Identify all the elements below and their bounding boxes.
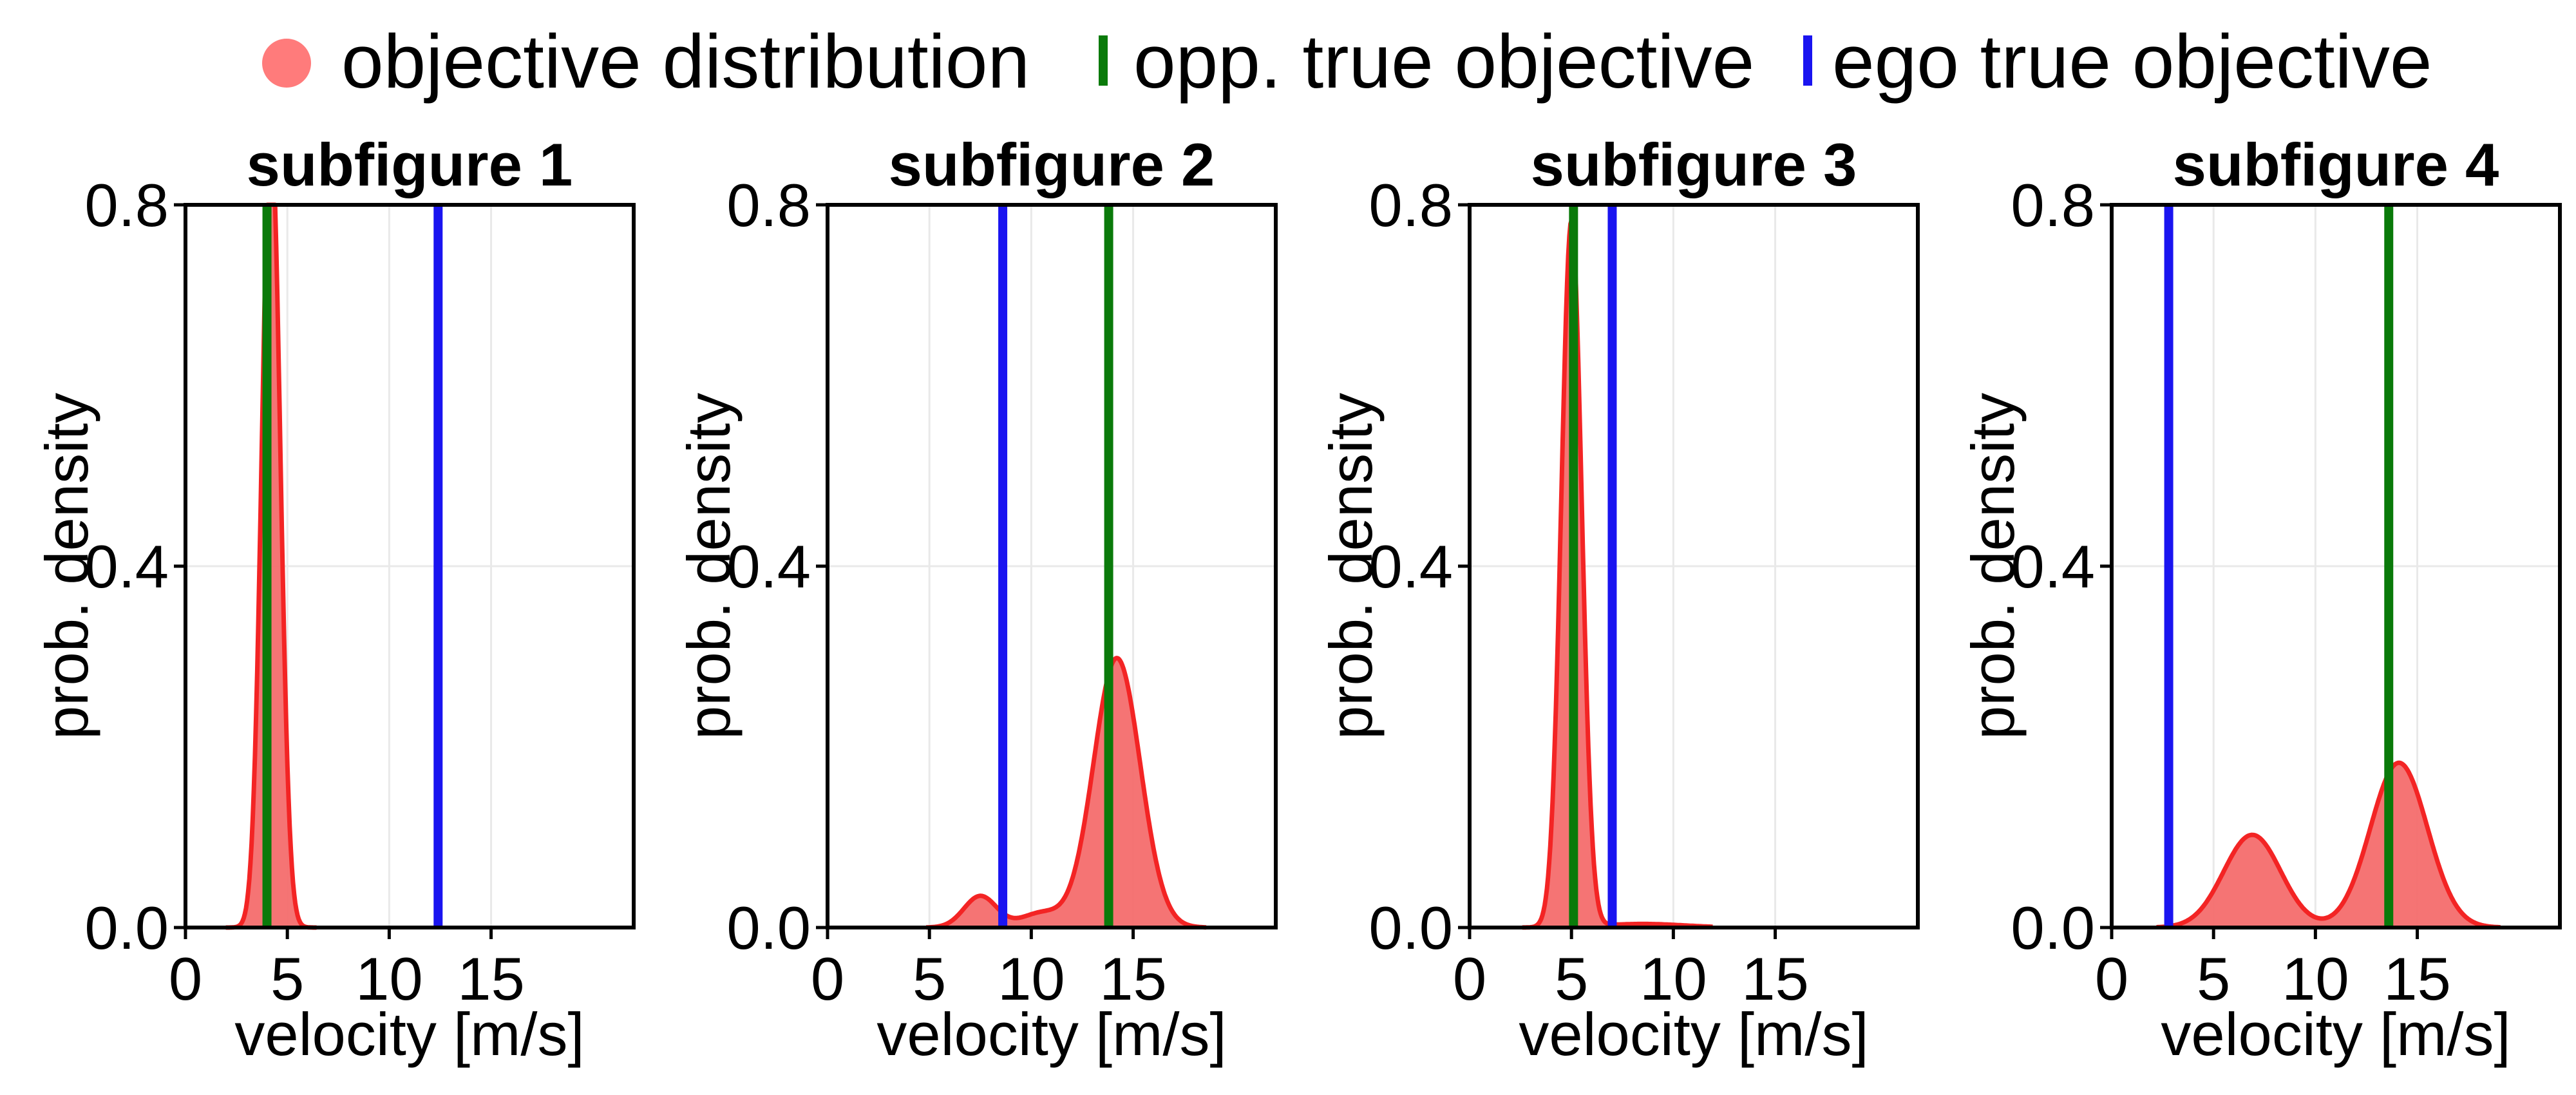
y-tick-label: 0.8 (84, 171, 169, 239)
distribution-curve (2155, 760, 2502, 929)
legend-opp-label: opp. true objective (1133, 19, 1754, 104)
x-tick-label: 10 (998, 945, 1065, 1013)
objective-lines (2164, 205, 2394, 928)
x-tick-label: 0 (811, 945, 844, 1013)
x-axis-label: velocity [m/s] (234, 1000, 584, 1068)
x-tick-label: 5 (913, 945, 946, 1013)
grid (2112, 205, 2560, 928)
subplot-title: subfigure 4 (2173, 131, 2499, 198)
y-axis-label: prob. density (33, 393, 100, 739)
y-axis-label: prob. density (1959, 393, 2027, 739)
ticks: 0 5 10 15 0.0 0.4 0.8 (2011, 171, 2451, 1013)
subplot-3: subfigure 3 0 5 10 15 0.0 0.4 0.8 velocity [m/… (1317, 131, 1920, 1068)
y-tick-label: 0.8 (2011, 171, 2095, 239)
y-tick-label: 0.0 (726, 894, 811, 962)
subplot-2: subfigure 2 0 5 10 15 0.0 0.4 0.8 velocity [m/… (675, 131, 1278, 1068)
x-axis-label: velocity [m/s] (1519, 1000, 1868, 1068)
objective-lines (262, 205, 443, 928)
distribution-layer (925, 656, 1208, 930)
ticks: 0 5 10 15 0.0 0.4 0.8 (726, 171, 1167, 1013)
x-axis-label: velocity [m/s] (2161, 1000, 2510, 1068)
subplot-title: subfigure 1 (247, 131, 573, 198)
legend: objective distribution opp. true objecti… (262, 19, 2432, 104)
ticks: 0 5 10 15 0.0 0.4 0.8 (1368, 171, 1809, 1013)
y-tick-label: 0.8 (1368, 171, 1453, 239)
grid (1470, 205, 1918, 928)
distribution-layer (1521, 218, 1714, 930)
x-tick-label: 15 (1099, 945, 1167, 1013)
y-tick-label: 0.4 (84, 533, 169, 600)
subplot-4: subfigure 4 0 5 10 15 0.0 0.4 0.8 velocity [m/… (1959, 131, 2562, 1068)
x-tick-label: 5 (270, 945, 304, 1013)
x-tick-label: 5 (2197, 945, 2230, 1013)
y-tick-label: 0.0 (1368, 894, 1453, 962)
y-tick-label: 0.4 (2011, 533, 2095, 600)
x-tick-label: 0 (169, 945, 202, 1013)
ticks: 0 5 10 15 0.0 0.4 0.8 (84, 171, 525, 1013)
grid (828, 205, 1276, 928)
y-tick-label: 0.8 (726, 171, 811, 239)
y-tick-label: 0.0 (2011, 894, 2095, 962)
distribution-layer (2155, 760, 2502, 929)
y-tick-label: 0.4 (1368, 533, 1453, 600)
y-tick-label: 0.0 (84, 894, 169, 962)
legend-ego-label: ego true objective (1832, 19, 2432, 104)
x-tick-label: 15 (1741, 945, 1809, 1013)
y-axis-label: prob. density (675, 393, 743, 739)
subplot-1: subfigure 1 0 5 10 15 0.0 0.4 0.8 velocity [m/… (33, 131, 636, 1068)
x-tick-label: 5 (1555, 945, 1588, 1013)
subplot-title: subfigure 2 (889, 131, 1215, 198)
x-tick-label: 15 (457, 945, 525, 1013)
x-tick-label: 10 (2282, 945, 2349, 1013)
y-tick-label: 0.4 (726, 533, 811, 600)
distribution-curve (925, 656, 1208, 930)
objective-lines (1569, 205, 1617, 928)
legend-ego-marker (1803, 35, 1812, 86)
distribution-area (2156, 763, 2501, 928)
subplot-title: subfigure 3 (1531, 131, 1857, 198)
distribution-curve (1521, 218, 1714, 930)
x-tick-label: 0 (2095, 945, 2128, 1013)
objective-lines (998, 205, 1113, 928)
legend-distribution-marker (262, 39, 311, 88)
x-tick-label: 15 (2383, 945, 2451, 1013)
y-axis-label: prob. density (1317, 393, 1385, 739)
x-tick-label: 10 (355, 945, 423, 1013)
x-tick-label: 10 (1640, 945, 1707, 1013)
distribution-area (926, 658, 1207, 928)
x-axis-label: velocity [m/s] (876, 1000, 1226, 1068)
legend-distribution-label: objective distribution (341, 19, 1030, 104)
legend-opp-marker (1099, 35, 1108, 86)
x-tick-label: 0 (1453, 945, 1486, 1013)
